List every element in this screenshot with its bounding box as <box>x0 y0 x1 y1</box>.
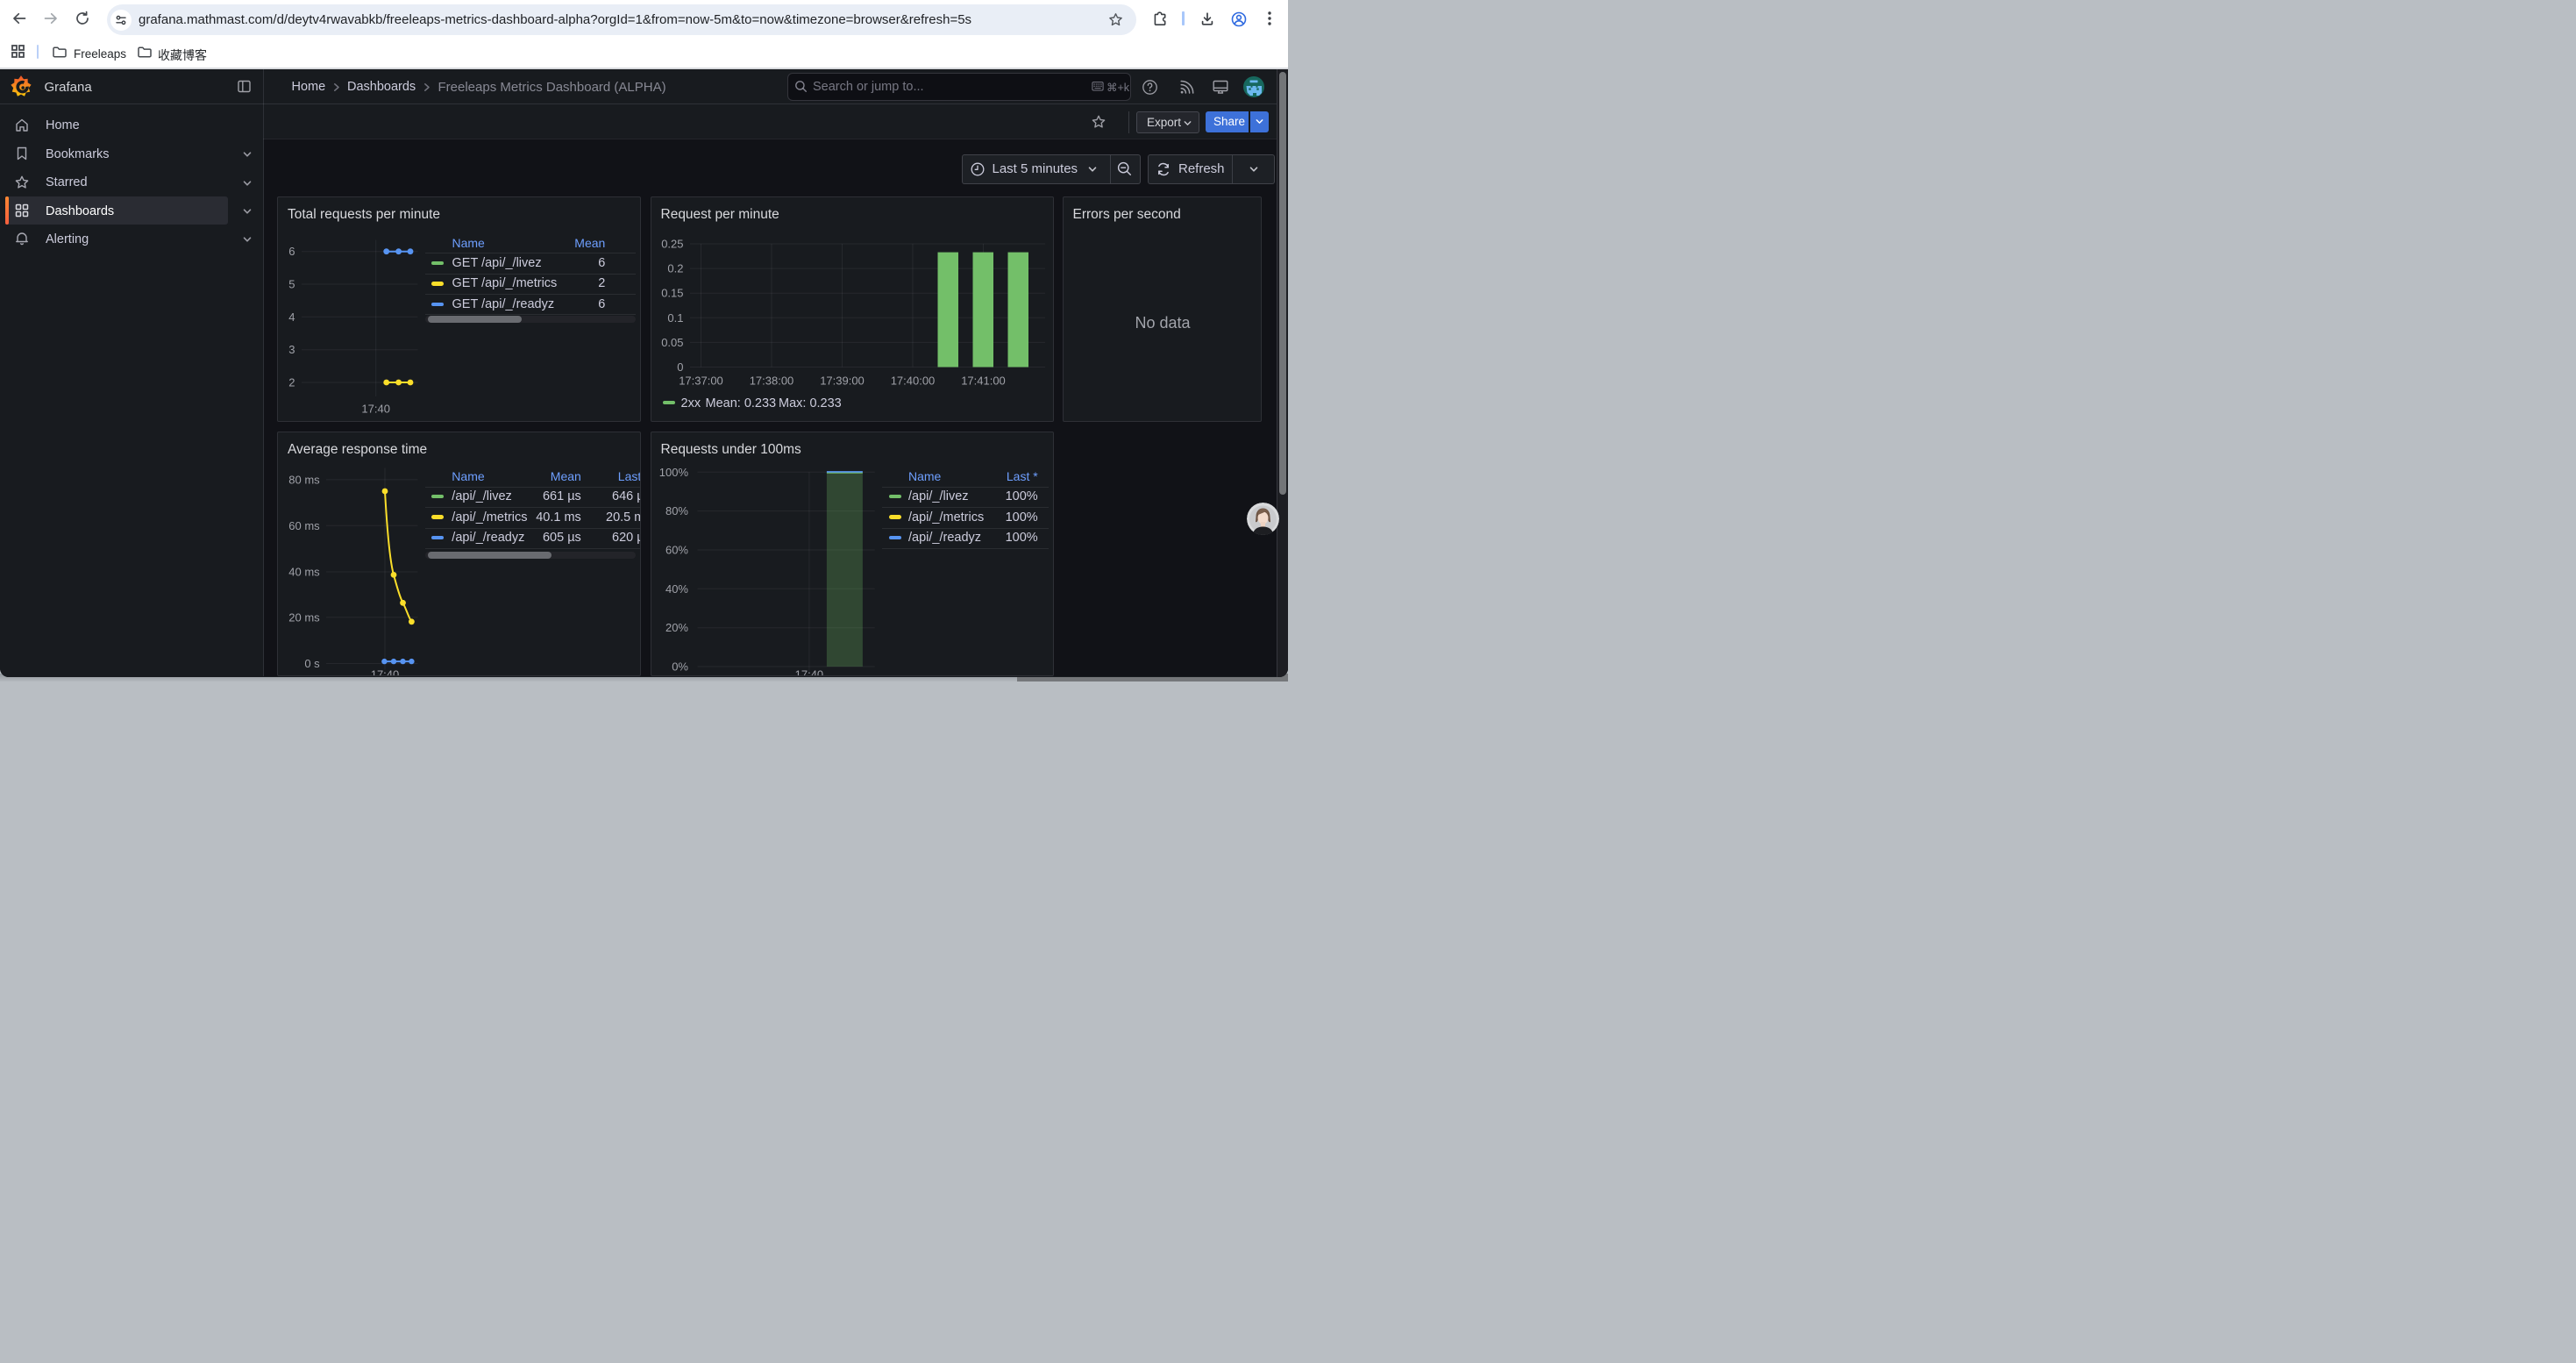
svg-text:0.2: 0.2 <box>667 262 683 275</box>
svg-text:40%: 40% <box>665 582 687 595</box>
svg-text:40 ms: 40 ms <box>288 565 320 578</box>
svg-text:80 ms: 80 ms <box>288 473 320 486</box>
svg-text:20%: 20% <box>665 621 687 634</box>
svg-text:0.15: 0.15 <box>661 287 683 300</box>
svg-text:17:40:00: 17:40:00 <box>890 375 935 388</box>
svg-text:0.05: 0.05 <box>661 336 683 349</box>
svg-text:17:40: 17:40 <box>794 667 823 676</box>
svg-text:17:41:00: 17:41:00 <box>961 375 1006 388</box>
svg-text:2: 2 <box>288 376 295 389</box>
svg-text:20 ms: 20 ms <box>288 610 320 624</box>
svg-text:100%: 100% <box>658 465 688 478</box>
svg-text:6: 6 <box>288 245 295 258</box>
svg-text:5: 5 <box>288 278 295 291</box>
svg-text:3: 3 <box>288 343 295 356</box>
svg-text:0%: 0% <box>672 660 688 673</box>
svg-text:17:40: 17:40 <box>371 667 400 676</box>
svg-text:17:39:00: 17:39:00 <box>820 375 865 388</box>
svg-text:60 ms: 60 ms <box>288 518 320 532</box>
svg-text:17:38:00: 17:38:00 <box>749 375 793 388</box>
svg-text:17:40: 17:40 <box>361 403 390 416</box>
svg-text:60%: 60% <box>665 543 687 556</box>
svg-text:80%: 80% <box>665 504 687 517</box>
svg-text:17:37:00: 17:37:00 <box>679 375 723 388</box>
svg-text:0 s: 0 s <box>304 657 320 670</box>
svg-text:0: 0 <box>677 360 683 374</box>
svg-text:0.1: 0.1 <box>667 311 683 325</box>
svg-text:4: 4 <box>288 310 295 324</box>
svg-text:0.25: 0.25 <box>661 238 683 251</box>
